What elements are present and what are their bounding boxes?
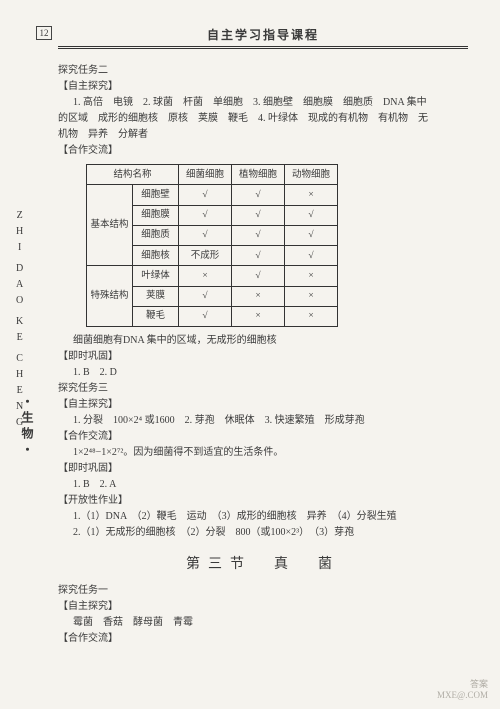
page-number: 12 (36, 26, 52, 40)
table-cell: 细胞质 (133, 225, 179, 245)
text-line: 探究任务三 (58, 381, 468, 396)
side-letter: K (16, 316, 23, 327)
table-cell: × (285, 266, 338, 286)
table-header: 结构名称 (87, 165, 179, 185)
table-cell: √ (179, 205, 232, 225)
table-cell: √ (179, 306, 232, 326)
table-cell: × (285, 286, 338, 306)
table-cell: 细胞核 (133, 246, 179, 266)
table-cell: √ (285, 205, 338, 225)
table-cell: √ (232, 225, 285, 245)
text-line: 机物 异养 分解者 (58, 127, 468, 142)
text-line: 2.（1）无成形的细胞核 （2）分裂 800（或100×2³） （3）芽孢 (58, 525, 468, 540)
text-line: 【合作交流】 (58, 429, 468, 444)
side-letter: I (18, 242, 21, 253)
text-line: 【合作交流】 (58, 143, 468, 158)
side-letter: H (16, 369, 23, 380)
table-cell: × (232, 286, 285, 306)
text-line: 1. B 2. A (58, 477, 468, 492)
table-cell: 叶绿体 (133, 266, 179, 286)
table-row: 特殊结构 叶绿体 × √ × (87, 266, 338, 286)
side-letter: O (16, 295, 23, 306)
text-line: 1. B 2. D (58, 365, 468, 380)
table-cell: √ (285, 225, 338, 245)
table-cell: 鞭毛 (133, 306, 179, 326)
text-line: 【即时巩固】 (58, 349, 468, 364)
side-letter: H (16, 226, 23, 237)
text-line: 【自主探究】 (58, 599, 468, 614)
table-header: 动物细胞 (285, 165, 338, 185)
content-body: 探究任务二 【自主探究】 1. 高倍 电镜 2. 球菌 杆菌 单细胞 3. 细胞… (58, 63, 468, 646)
table-cell: √ (179, 185, 232, 205)
table-cell: × (285, 306, 338, 326)
text-line: 探究任务二 (58, 63, 468, 78)
table-cell: 不成形 (179, 246, 232, 266)
text-line: 【自主探究】 (58, 79, 468, 94)
watermark: 答案 MXE@.COM (437, 679, 488, 701)
text-line: 1. 高倍 电镜 2. 球菌 杆菌 单细胞 3. 细胞壁 细胞膜 细胞质 DNA… (58, 95, 468, 110)
section-title: 第三节 真 菌 (58, 554, 468, 575)
table-cell: × (179, 266, 232, 286)
header-rule (58, 46, 468, 49)
row-group: 基本结构 (87, 185, 133, 266)
side-subject: ・生物・ (18, 395, 36, 459)
table-header-row: 结构名称 细菌细胞 植物细胞 动物细胞 (87, 165, 338, 185)
watermark-text: MXE@.COM (437, 690, 488, 701)
table-cell: √ (232, 246, 285, 266)
table-cell: 荚膜 (133, 286, 179, 306)
table-cell: √ (232, 205, 285, 225)
table-cell: 细胞膜 (133, 205, 179, 225)
table-header: 细菌细胞 (179, 165, 232, 185)
text-line: 【自主探究】 (58, 397, 468, 412)
text-line: 【即时巩固】 (58, 461, 468, 476)
table-cell: 细胞壁 (133, 185, 179, 205)
watermark-text: 答案 (437, 679, 488, 690)
table-cell: √ (179, 286, 232, 306)
text-line: 【开放性作业】 (58, 493, 468, 508)
side-letter: C (16, 353, 23, 364)
text-line: 1.（1）DNA （2）鞭毛 运动 （3）成形的细胞核 异养 （4）分裂生殖 (58, 509, 468, 524)
table-cell: √ (179, 225, 232, 245)
table-cell: √ (232, 185, 285, 205)
row-group: 特殊结构 (87, 266, 133, 327)
side-letter: E (17, 332, 23, 343)
page-title: 自主学习指导课程 (58, 26, 468, 44)
text-line: 1. 分裂 100×2⁴ 或1600 2. 芽孢 休眠体 3. 快速繁殖 形成芽… (58, 413, 468, 428)
comparison-table: 结构名称 细菌细胞 植物细胞 动物细胞 基本结构 细胞壁 √ √ × 细胞膜 √… (86, 164, 468, 327)
text-line: 【合作交流】 (58, 631, 468, 646)
table-cell: √ (232, 266, 285, 286)
side-letter: D (16, 263, 23, 274)
table-cell: √ (285, 246, 338, 266)
side-letter: Z (17, 210, 23, 221)
table-row: 基本结构 细胞壁 √ √ × (87, 185, 338, 205)
table-header: 植物细胞 (232, 165, 285, 185)
text-line: 细菌细胞有DNA 集中的区域，无成形的细胞核 (58, 333, 468, 348)
table-cell: × (285, 185, 338, 205)
text-line: 探究任务一 (58, 583, 468, 598)
text-line: 的区域 成形的细胞核 原核 荚膜 鞭毛 4. 叶绿体 现成的有机物 有机物 无 (58, 111, 468, 126)
table-cell: × (232, 306, 285, 326)
text-line: 霉菌 香菇 酵母菌 青霉 (58, 615, 468, 630)
text-line: 1×2⁴⁸−1×2⁷²。因为细菌得不到适宜的生活条件。 (58, 445, 468, 460)
side-letter: A (16, 279, 23, 290)
